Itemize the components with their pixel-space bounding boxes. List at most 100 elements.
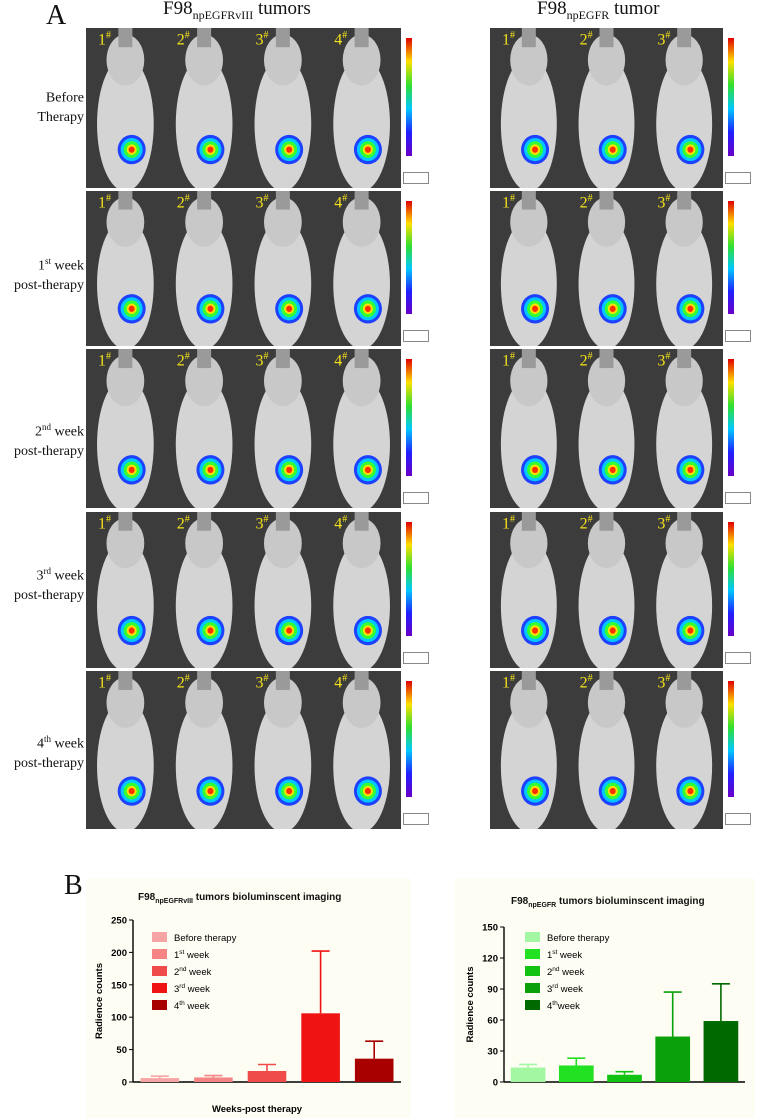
nose-cone bbox=[521, 349, 536, 369]
mouse-label: 3# bbox=[657, 351, 671, 370]
legend-swatch-0 bbox=[525, 932, 540, 942]
bar-3 bbox=[655, 1036, 691, 1082]
right-column-title: F98npEGFR tumor bbox=[537, 0, 660, 22]
nose-cone bbox=[677, 671, 692, 690]
bar-4 bbox=[354, 1058, 394, 1082]
mouse-label: 4# bbox=[334, 673, 348, 692]
tumor-signal bbox=[128, 466, 135, 473]
panel-b-letter: B bbox=[64, 870, 83, 901]
mouse-head bbox=[263, 677, 302, 728]
tumor-signal bbox=[364, 146, 371, 153]
mouse-head bbox=[263, 355, 302, 407]
chart-left-title: F98npEGFRvIII tumors bioluminscent imagi… bbox=[138, 892, 342, 905]
mouse-label: 3# bbox=[255, 673, 269, 692]
bar-4 bbox=[703, 1021, 739, 1082]
mouse-head bbox=[263, 197, 302, 247]
mice-image bbox=[500, 349, 713, 508]
color-scale-legend-box bbox=[725, 813, 751, 825]
tumor-signal bbox=[207, 466, 214, 473]
tumor-signal bbox=[687, 787, 694, 795]
legend-label-1: 1st week bbox=[547, 949, 582, 961]
row-label-line1: 2nd week bbox=[34, 422, 84, 440]
nose-cone bbox=[521, 671, 536, 690]
mouse-label: 3# bbox=[657, 30, 671, 49]
tumor-signal bbox=[687, 627, 694, 634]
color-scale-legend-box bbox=[403, 492, 429, 504]
tumor-signal bbox=[364, 305, 371, 312]
mouse-label: 1# bbox=[502, 30, 515, 49]
color-scale-bar bbox=[406, 38, 412, 156]
mouse-head bbox=[510, 677, 548, 728]
mouse-head bbox=[665, 197, 703, 247]
legend-label-0: Before therapy bbox=[174, 933, 237, 944]
mouse-head bbox=[185, 518, 224, 569]
color-scale-legend-box bbox=[403, 813, 429, 825]
nose-cone bbox=[275, 28, 290, 48]
color-scale-bar bbox=[406, 201, 412, 314]
nose-cone bbox=[677, 349, 692, 369]
row-label-line2: post-therapy bbox=[14, 755, 84, 771]
mouse-label: 2# bbox=[579, 673, 593, 692]
chart-left: 0 50 100 150 200 250 Radience counts Weeks-post… bbox=[94, 916, 401, 1115]
y-tick-label: 0 bbox=[493, 1078, 498, 1089]
nose-cone bbox=[599, 349, 614, 369]
mouse-head bbox=[185, 197, 224, 247]
mouse-label: 1# bbox=[98, 514, 111, 533]
panel-a-letter: A bbox=[46, 0, 67, 31]
mouse-head bbox=[510, 34, 548, 86]
mouse-head bbox=[185, 34, 224, 86]
legend-swatch-1 bbox=[525, 949, 540, 959]
mouse-head bbox=[510, 197, 548, 247]
mouse-label: 2# bbox=[176, 673, 190, 692]
tumor-signal bbox=[687, 146, 694, 153]
tumor-signal bbox=[286, 466, 293, 473]
tumor-signal bbox=[609, 305, 616, 312]
mouse-label: 4# bbox=[334, 514, 348, 533]
tumor-signal bbox=[128, 787, 135, 795]
y-axis-label: Radience counts bbox=[94, 963, 105, 1039]
color-scale bbox=[723, 512, 753, 668]
nose-cone bbox=[275, 671, 290, 690]
mouse-head bbox=[342, 34, 381, 86]
nose-cone bbox=[197, 349, 212, 369]
mouse-head bbox=[185, 677, 224, 728]
legend-label-3: 3rd week bbox=[174, 983, 210, 995]
nose-cone bbox=[354, 191, 369, 210]
nose-cone bbox=[354, 512, 369, 531]
row-label-line2: Therapy bbox=[37, 109, 84, 125]
color-scale bbox=[401, 349, 431, 508]
tumor-signal bbox=[286, 146, 293, 153]
mouse-label: 1# bbox=[502, 351, 515, 370]
mouse-label: 1# bbox=[98, 30, 111, 49]
imaging-panel-right-row-1: 1# 2# 3# bbox=[490, 191, 753, 346]
mice-image bbox=[97, 349, 390, 508]
y-tick-label: 120 bbox=[482, 954, 498, 965]
color-scale bbox=[401, 671, 431, 829]
row-label-line2: post-therapy bbox=[14, 443, 84, 459]
tumor-signal bbox=[286, 627, 293, 634]
nose-cone bbox=[118, 28, 133, 48]
row-label-line2: post-therapy bbox=[14, 587, 84, 603]
color-scale-legend-box bbox=[725, 492, 751, 504]
legend-swatch-2 bbox=[152, 966, 167, 976]
mouse-head bbox=[342, 677, 381, 728]
chart-left-container: F98npEGFRvIII tumors bioluminscent imagi… bbox=[86, 878, 411, 1118]
color-scale-legend-box bbox=[725, 652, 751, 664]
tumor-signal bbox=[128, 146, 135, 153]
tumor-signal bbox=[364, 627, 371, 634]
color-scale bbox=[723, 191, 753, 346]
tumor-signal bbox=[286, 305, 293, 312]
mice-image bbox=[500, 512, 713, 668]
x-axis-label: Weeks-post therapy bbox=[212, 1104, 303, 1115]
nose-cone bbox=[118, 349, 133, 369]
mouse-label: 3# bbox=[255, 351, 269, 370]
color-scale bbox=[723, 28, 753, 188]
tumor-signal bbox=[364, 466, 371, 473]
nose-cone bbox=[599, 191, 614, 210]
nose-cone bbox=[599, 671, 614, 690]
y-tick-label: 100 bbox=[111, 1013, 127, 1024]
tumor-signal bbox=[207, 787, 214, 795]
tumor-signal bbox=[532, 787, 539, 795]
mouse-head bbox=[587, 34, 626, 86]
row-label-line1: 1st week bbox=[37, 256, 84, 274]
